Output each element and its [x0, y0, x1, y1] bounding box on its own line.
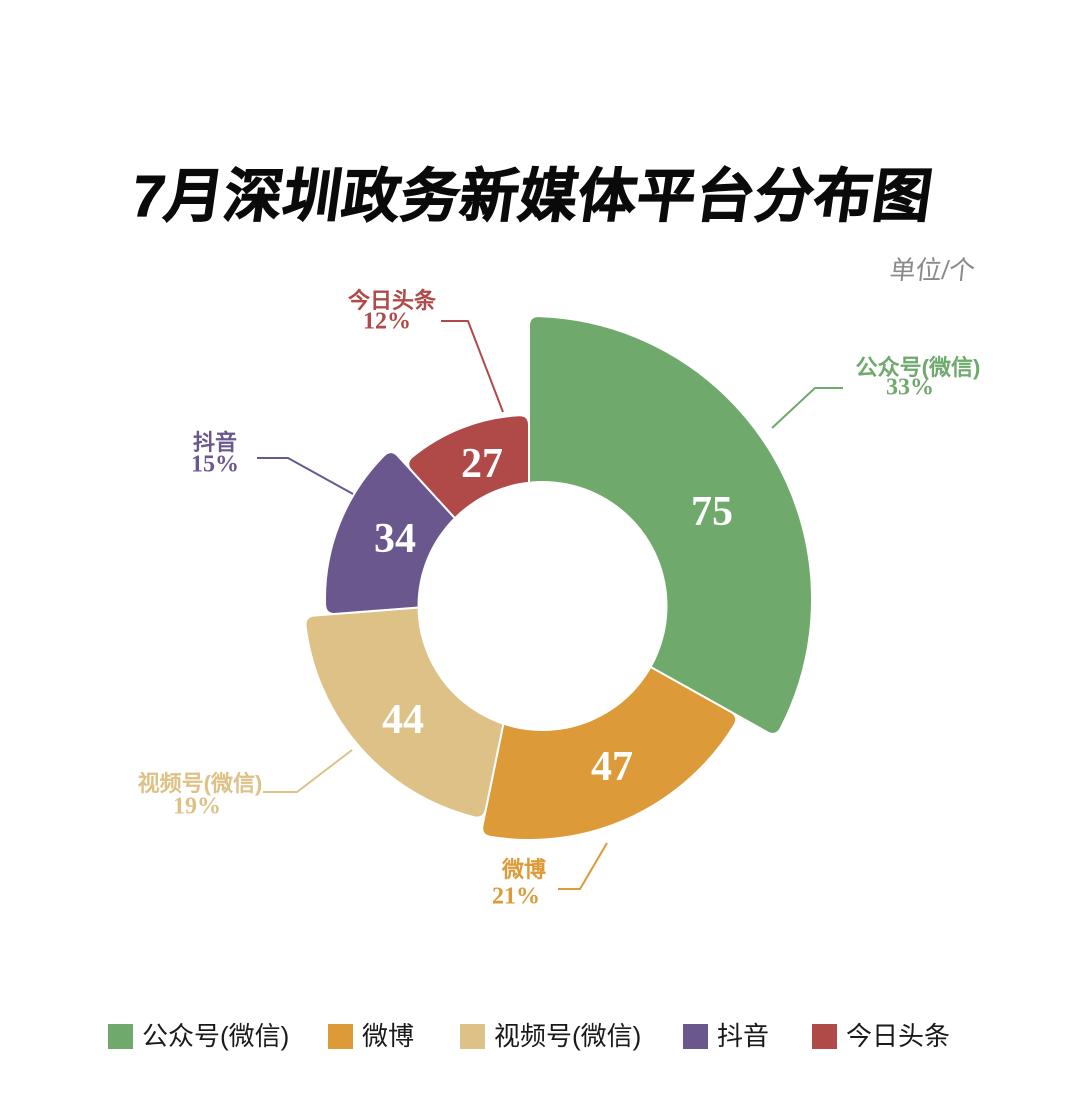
callout-pct-微博: 21% [492, 883, 540, 910]
donut-hole [417, 481, 668, 731]
label-line-视频号(微信) [263, 749, 353, 793]
legend-label: 微博 [362, 1021, 415, 1051]
legend: 公众号(微信) 微博 视频号(微信) 抖音 今日头条 [0, 1023, 1080, 1049]
callout-name-公众号(微信): 公众号(微信) [855, 355, 981, 380]
legend-item-抖音[interactable]: 抖音 [683, 1023, 769, 1049]
callout-name-微博: 微博 [501, 857, 547, 882]
callout-pct-视频号(微信): 19% [173, 793, 221, 820]
callout-pct-公众号(微信): 33% [886, 374, 934, 401]
callout-name-抖音: 抖音 [192, 430, 238, 455]
value-label-抖音: 34 [374, 516, 416, 562]
legend-swatch [108, 1023, 133, 1049]
legend-swatch [328, 1023, 353, 1049]
legend-item-公众号(微信)[interactable]: 公众号(微信) [108, 1023, 289, 1049]
legend-item-今日头条[interactable]: 今日头条 [812, 1023, 950, 1049]
legend-label: 视频号(微信) [494, 1021, 642, 1051]
value-label-视频号(微信): 44 [382, 697, 424, 743]
legend-label: 今日头条 [846, 1021, 951, 1051]
legend-swatch [812, 1023, 837, 1049]
callout-name-今日头条: 今日头条 [347, 288, 437, 313]
legend-swatch [460, 1023, 485, 1049]
label-line-抖音 [257, 457, 354, 495]
label-line-公众号(微信) [771, 387, 843, 429]
legend-item-微博[interactable]: 微博 [328, 1023, 414, 1049]
legend-swatch [683, 1023, 708, 1049]
label-line-今日头条 [441, 320, 504, 413]
callout-name-视频号(微信): 视频号(微信) [137, 771, 263, 796]
value-label-公众号(微信): 75 [691, 489, 733, 535]
legend-label: 抖音 [717, 1021, 770, 1051]
callout-pct-抖音: 15% [191, 451, 239, 478]
label-line-微博 [558, 842, 608, 890]
legend-label: 公众号(微信) [142, 1021, 290, 1051]
value-label-今日头条: 27 [461, 441, 503, 487]
callout-pct-今日头条: 12% [363, 308, 411, 335]
value-label-微博: 47 [591, 744, 633, 790]
legend-item-视频号(微信)[interactable]: 视频号(微信) [460, 1023, 641, 1049]
